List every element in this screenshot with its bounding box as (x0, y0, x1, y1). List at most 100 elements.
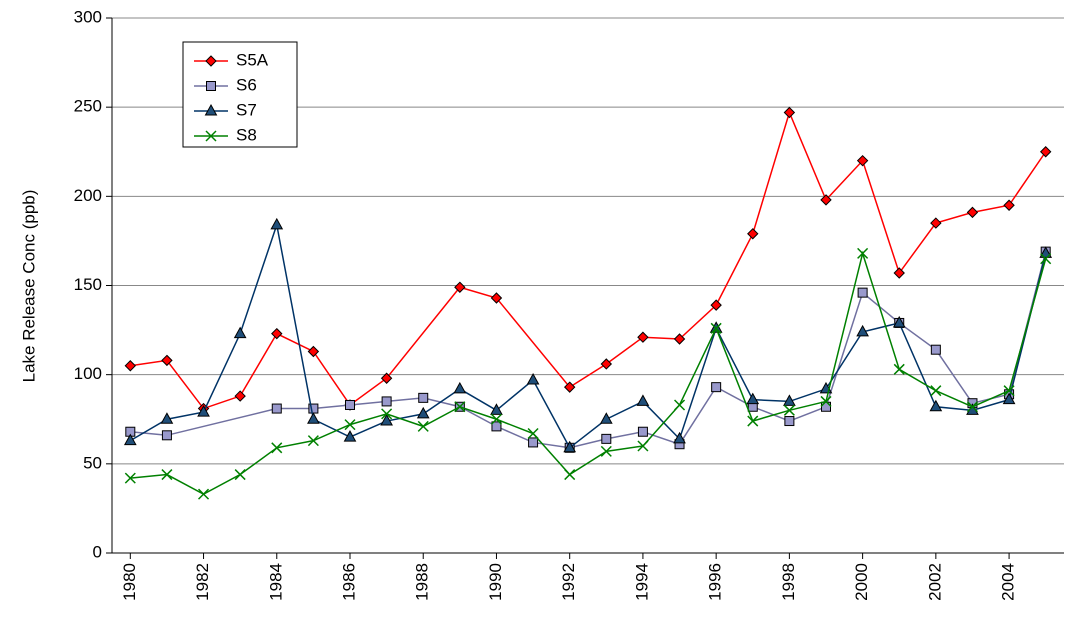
marker (271, 442, 283, 454)
marker (380, 413, 393, 426)
x-tick-label: 1988 (413, 563, 432, 601)
marker (783, 394, 796, 406)
marker (563, 440, 577, 453)
marker (418, 392, 429, 403)
marker (204, 103, 218, 116)
marker (564, 469, 576, 481)
marker (966, 206, 979, 219)
marker (1003, 385, 1015, 397)
marker (1003, 199, 1015, 211)
marker (271, 403, 282, 414)
marker (526, 372, 540, 385)
marker (930, 385, 942, 397)
marker (307, 412, 320, 424)
marker (1039, 146, 1052, 158)
marker (893, 363, 905, 375)
marker (783, 106, 796, 119)
marker (206, 81, 216, 91)
y-tick-label: 50 (83, 453, 102, 472)
marker (345, 399, 355, 410)
marker (747, 228, 759, 240)
marker (234, 469, 246, 481)
marker (710, 299, 722, 311)
marker (381, 396, 392, 407)
x-tick-label: 1994 (632, 563, 651, 601)
marker (711, 382, 722, 393)
marker (1002, 392, 1016, 405)
marker (857, 247, 869, 259)
marker (205, 130, 217, 142)
marker (746, 392, 760, 405)
y-tick-label: 150 (74, 275, 102, 294)
legend-label: S6 (236, 75, 257, 94)
marker (930, 217, 942, 229)
x-tick-label: 1992 (559, 563, 578, 601)
legend-label: S5A (236, 50, 269, 69)
marker (599, 412, 613, 424)
marker (783, 404, 795, 416)
marker (233, 326, 247, 339)
marker (857, 287, 868, 298)
marker (270, 217, 284, 230)
marker (490, 403, 503, 415)
x-tick-label: 2002 (925, 563, 944, 601)
legend-label: S7 (236, 100, 257, 119)
x-tick-label: 1984 (266, 563, 285, 601)
marker (856, 154, 869, 167)
marker (454, 281, 466, 293)
marker (600, 358, 613, 370)
marker (307, 345, 320, 358)
y-tick-label: 100 (74, 364, 102, 383)
marker (747, 415, 759, 427)
y-tick-label: 0 (93, 542, 102, 561)
marker (124, 472, 136, 484)
legend-box (182, 41, 298, 148)
x-tick-label: 2004 (999, 563, 1018, 601)
marker (600, 445, 612, 457)
marker (601, 433, 612, 444)
series-line (130, 250, 1047, 496)
marker (893, 267, 905, 279)
x-tick-label: 1982 (193, 563, 212, 601)
marker (490, 292, 503, 304)
x-tick-label: 1990 (486, 563, 505, 601)
x-tick-label: 1980 (120, 563, 139, 601)
series-line (130, 110, 1047, 410)
marker (491, 421, 502, 432)
marker (527, 427, 539, 440)
marker (1040, 253, 1052, 265)
marker (563, 381, 576, 393)
y-tick-label: 300 (74, 7, 102, 26)
marker (123, 433, 137, 446)
marker (160, 412, 174, 424)
marker (784, 416, 795, 427)
marker (528, 437, 539, 448)
marker (197, 405, 210, 417)
marker (453, 381, 467, 394)
marker (856, 324, 869, 337)
marker (637, 426, 648, 437)
marker (820, 194, 832, 206)
marker (820, 395, 832, 407)
marker (892, 315, 906, 328)
marker (930, 344, 941, 355)
marker (637, 440, 649, 452)
x-tick-label: 1996 (706, 563, 725, 601)
marker (673, 333, 686, 345)
marker (343, 430, 357, 442)
marker (929, 399, 943, 412)
marker (454, 401, 466, 413)
marker (344, 419, 356, 431)
x-tick-label: 1998 (779, 563, 798, 601)
x-tick-label: 1986 (339, 563, 358, 601)
marker (417, 420, 429, 432)
x-tick-label: 2000 (852, 563, 871, 601)
marker (161, 430, 172, 441)
marker (124, 360, 137, 372)
marker (637, 331, 649, 343)
marker (161, 354, 173, 367)
y-axis-label: Lake Release Conc (ppb) (19, 190, 38, 383)
marker (271, 327, 283, 340)
series-line (129, 221, 1047, 449)
